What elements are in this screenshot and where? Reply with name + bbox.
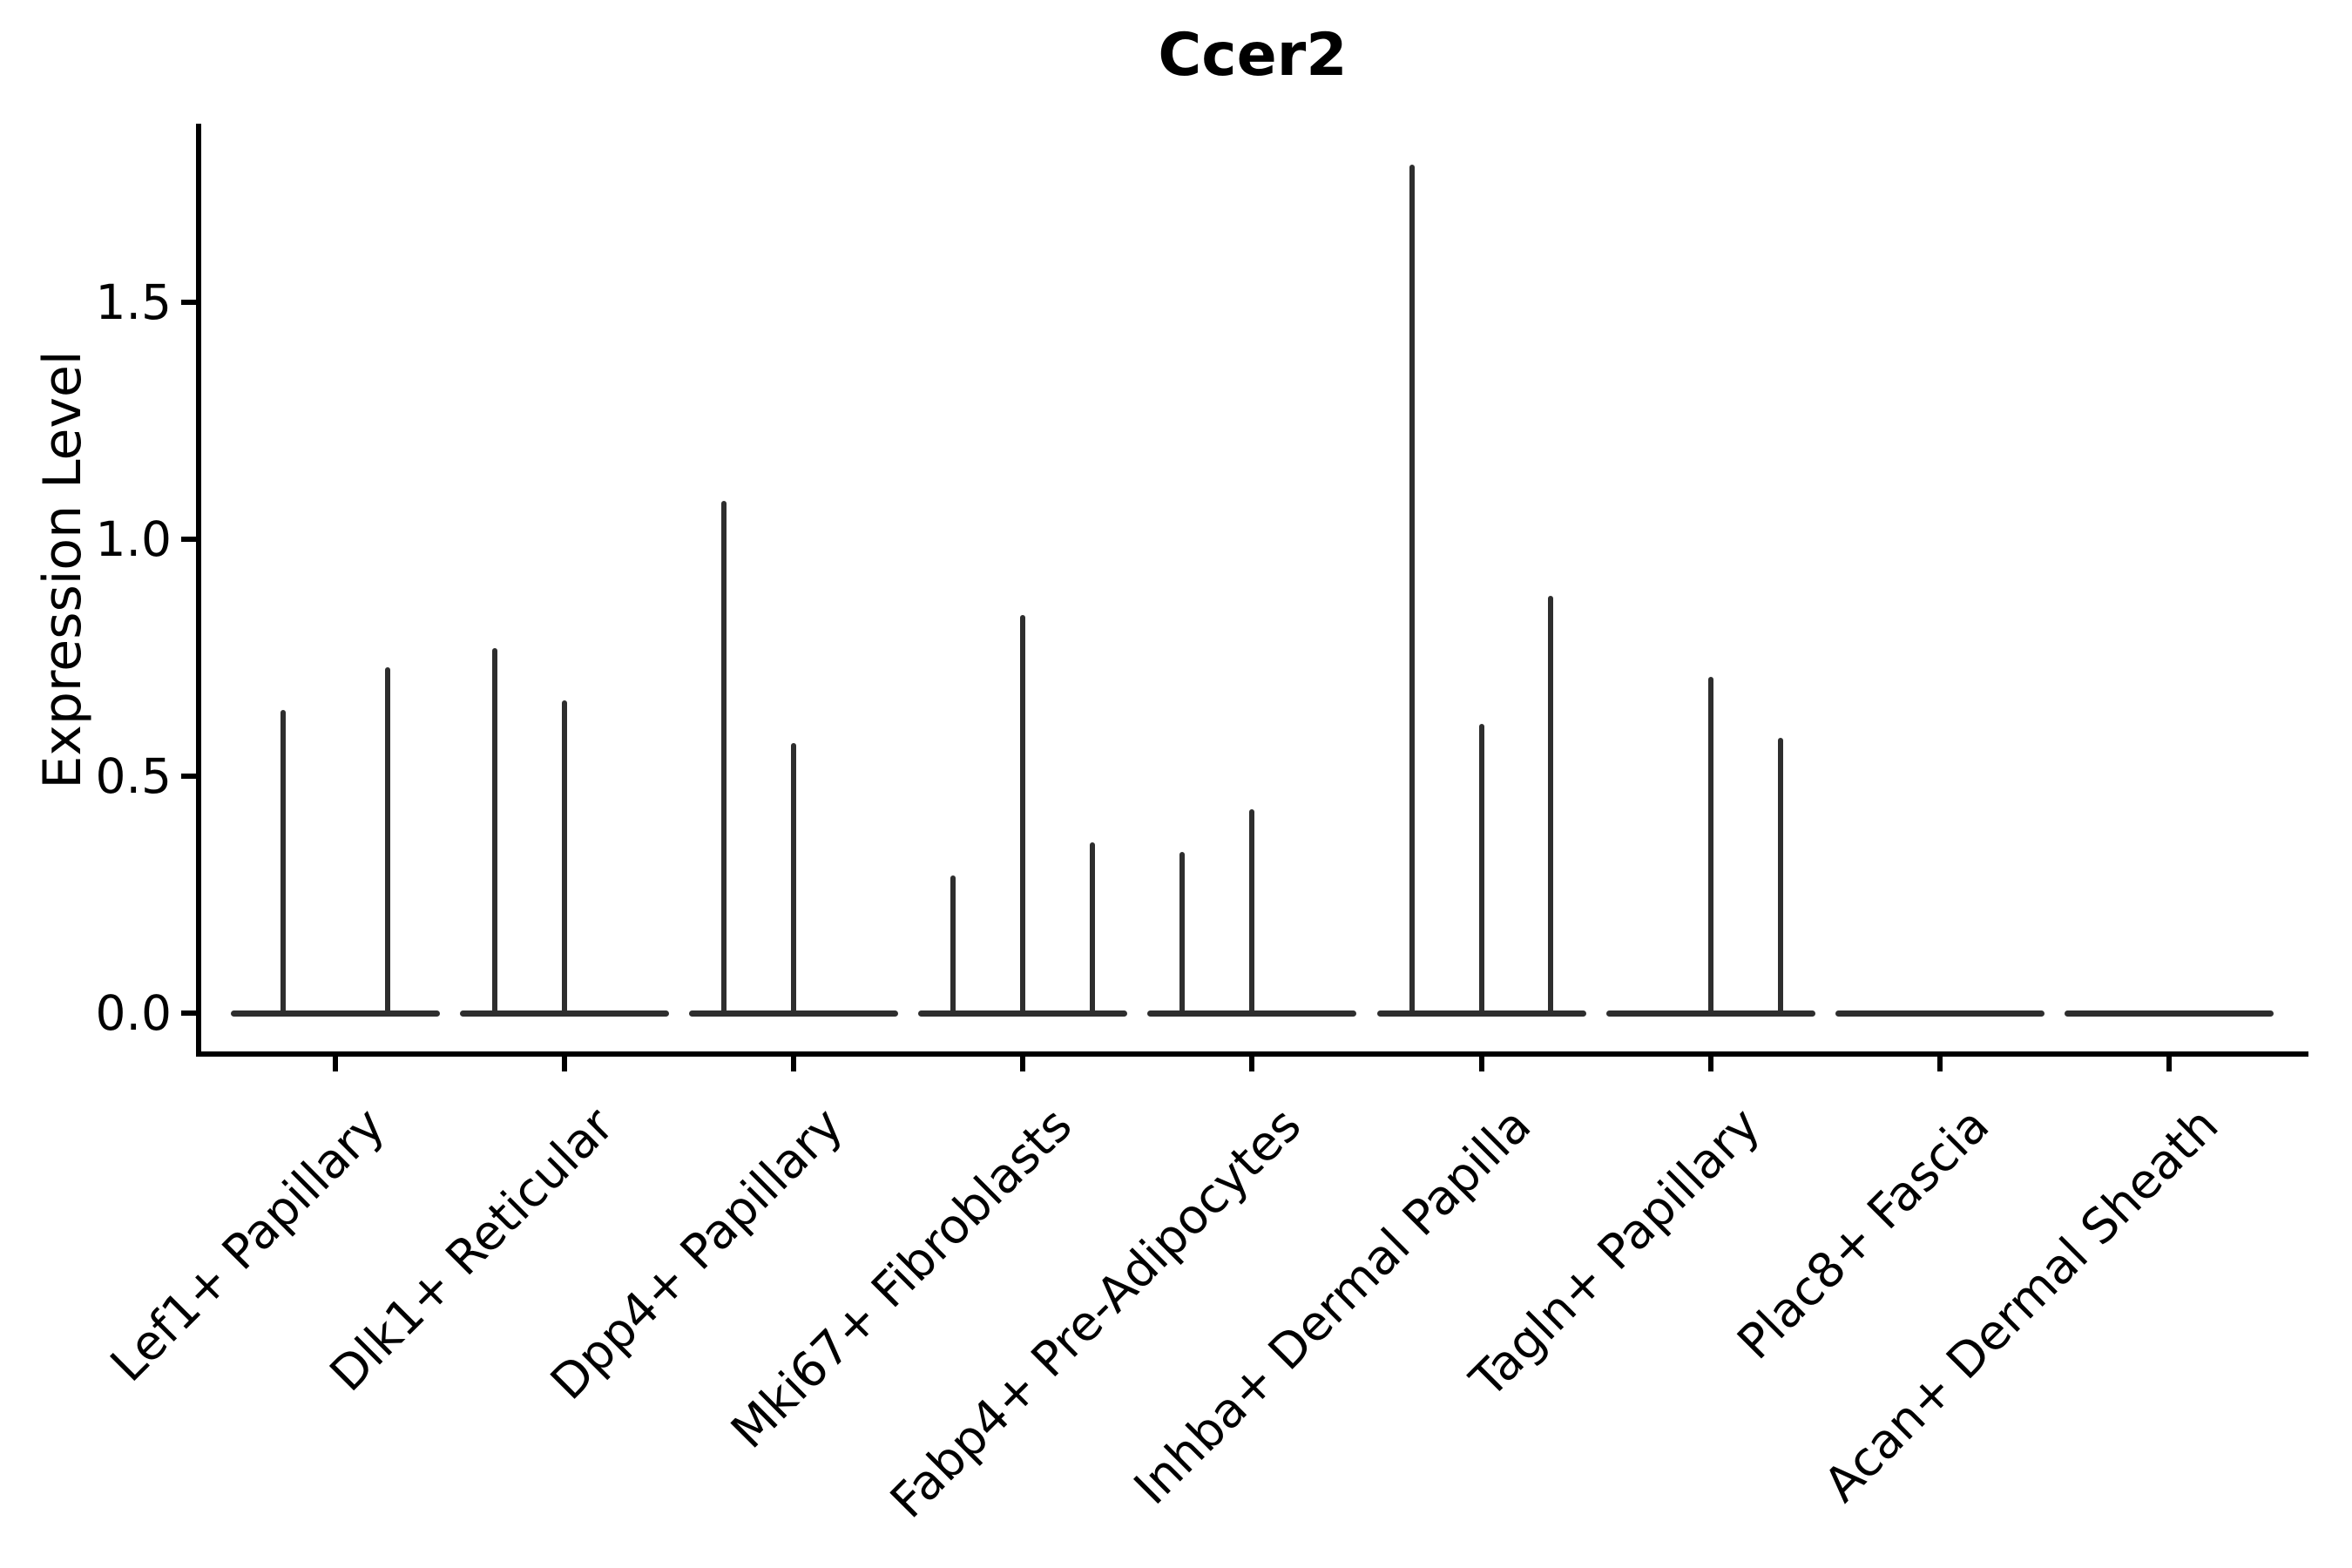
violin-baseline: [2065, 1010, 2274, 1017]
y-tick-mark: [181, 537, 196, 542]
violin-spike: [790, 742, 796, 1013]
violin-spike: [1548, 596, 1554, 1013]
y-tick-label: 0.0: [95, 985, 172, 1041]
x-tick-mark: [561, 1057, 567, 1071]
violin-spike: [1777, 738, 1783, 1013]
violin-baseline: [459, 1010, 669, 1017]
violin-baseline: [1147, 1010, 1357, 1017]
x-tick-mark: [1707, 1057, 1713, 1071]
violin-spike: [1179, 852, 1186, 1013]
x-tick-mark: [1020, 1057, 1026, 1071]
x-tick-label: Mki67+ Fibroblasts: [720, 1097, 1083, 1459]
x-tick-mark: [1936, 1057, 1943, 1071]
y-tick-label: 0.5: [95, 748, 172, 804]
x-tick-label: Dlk1+ Reticular: [318, 1097, 625, 1402]
violin-spike: [1020, 615, 1026, 1013]
violin-spike: [491, 648, 497, 1013]
violin-baseline: [918, 1010, 1128, 1017]
violin-baseline: [1835, 1010, 2044, 1017]
violin-spike: [384, 666, 390, 1013]
x-tick-label: Dpp4+ Papillary: [539, 1097, 854, 1410]
y-tick-mark: [181, 1010, 196, 1016]
violin-spike: [1478, 724, 1484, 1013]
violin-spike: [720, 501, 727, 1013]
x-tick-label: Fabp4+ Pre-Adipocytes: [880, 1097, 1312, 1529]
violin-spike: [1090, 842, 1096, 1013]
y-axis-label: Expression Level: [32, 350, 93, 789]
x-axis-spine: [196, 1051, 2308, 1057]
x-tick-label: Tagln+ Papillary: [1459, 1097, 1771, 1409]
y-tick-label: 1.0: [95, 511, 172, 567]
chart-title: Ccer2: [1158, 21, 1348, 90]
violin-spike: [950, 875, 956, 1013]
violin-baseline: [1376, 1010, 1586, 1017]
violin-spike: [1707, 676, 1713, 1013]
x-tick-label: Inhba+ Dermal Papilla: [1122, 1097, 1541, 1516]
x-tick-label: Plac8+ Fascia: [1726, 1097, 2000, 1370]
x-tick-mark: [332, 1057, 338, 1071]
x-tick-mark: [790, 1057, 796, 1071]
violin-baseline: [688, 1010, 898, 1017]
violin-baseline: [230, 1010, 440, 1017]
y-tick-mark: [181, 774, 196, 779]
violin-baseline: [1605, 1010, 1815, 1017]
x-tick-mark: [2166, 1057, 2173, 1071]
violin-spike: [1409, 165, 1415, 1013]
violin-spike: [561, 700, 567, 1013]
x-tick-label: Acan+ Dermal Sheath: [1813, 1097, 2229, 1513]
x-tick-mark: [1478, 1057, 1484, 1071]
y-tick-label: 1.5: [95, 274, 172, 330]
y-axis-spine: [196, 124, 201, 1057]
x-tick-mark: [1249, 1057, 1255, 1071]
violin-spike: [1249, 809, 1255, 1013]
violin-spike: [280, 709, 286, 1013]
y-tick-mark: [181, 300, 196, 305]
